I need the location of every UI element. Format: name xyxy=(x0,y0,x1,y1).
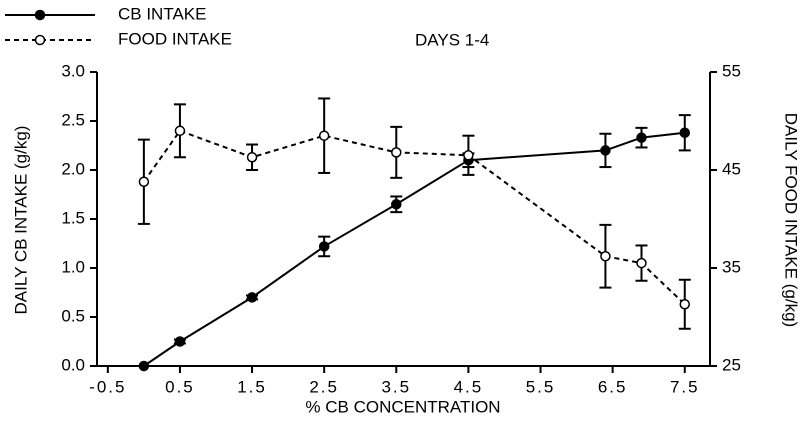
data-point xyxy=(463,150,474,161)
y-tick-label: 2.0 xyxy=(61,159,85,178)
data-point xyxy=(600,250,611,262)
y-axis-label: DAILY CB INTAKE (g/kg) xyxy=(11,126,30,315)
data-point xyxy=(391,147,402,158)
y-tick-label: 0.5 xyxy=(61,306,85,325)
y-tick-label: 0.0 xyxy=(61,355,85,374)
data-point xyxy=(318,241,330,252)
y-tick-label: 1.5 xyxy=(61,208,85,227)
data-point xyxy=(246,152,258,163)
y2-tick-label: 45 xyxy=(722,159,741,178)
x-tick-label: 7.5 xyxy=(670,377,700,396)
x-tick-label: 3.5 xyxy=(381,377,411,396)
x-tick-label: 5.5 xyxy=(526,377,556,396)
data-point xyxy=(600,145,611,156)
x-axis-label: % CB CONCENTRATION xyxy=(305,397,500,416)
data-point xyxy=(679,127,691,139)
data-point xyxy=(246,292,258,303)
y-tick-label: 3.0 xyxy=(61,61,85,80)
y2-tick-label: 35 xyxy=(722,257,741,276)
legend-marker xyxy=(34,34,46,46)
data-point xyxy=(679,299,691,310)
x-tick-label: 2.5 xyxy=(309,377,339,396)
x-tick-label: 6.5 xyxy=(598,377,628,396)
annotation: DAYS 1-4 xyxy=(415,30,489,49)
data-point xyxy=(138,360,150,372)
x-tick-label: 1.5 xyxy=(237,377,267,396)
legend-label: FOOD INTAKE xyxy=(118,29,232,48)
series-line xyxy=(143,129,686,305)
x-tick-label: 0.5 xyxy=(165,377,195,396)
y-tick-label: 1.0 xyxy=(61,257,85,276)
x-tick-label: -0.5 xyxy=(89,377,126,396)
y2-tick-label: 25 xyxy=(722,355,741,374)
legend-marker xyxy=(34,9,46,21)
x-tick-label: 4.5 xyxy=(454,377,484,396)
y-tick-label: 2.5 xyxy=(61,110,85,129)
data-point xyxy=(138,176,150,188)
data-point xyxy=(391,199,402,210)
data-point xyxy=(318,130,330,141)
data-point xyxy=(174,125,186,137)
y2-tick-label: 55 xyxy=(722,61,741,80)
legend-label: CB INTAKE xyxy=(118,4,206,23)
data-point xyxy=(636,257,647,269)
data-point xyxy=(636,132,647,143)
data-point xyxy=(174,336,186,347)
y2-axis-label: DAILY FOOD INTAKE (g/kg) xyxy=(782,113,801,327)
